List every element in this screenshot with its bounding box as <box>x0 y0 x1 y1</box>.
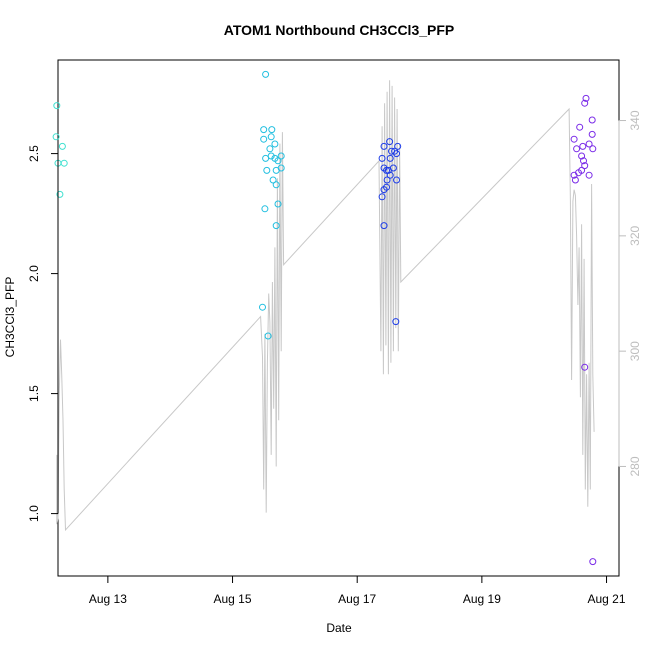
data-point-series-3 <box>386 154 394 162</box>
data-point-series-4 <box>589 558 597 566</box>
data-point-series-4 <box>588 130 596 138</box>
data-point-series-4 <box>570 171 578 179</box>
data-point-series-2 <box>260 135 268 143</box>
data-point-series-2 <box>261 205 269 213</box>
data-point-series-4 <box>570 135 578 143</box>
data-point-series-4 <box>576 123 584 131</box>
secondary-series-layer <box>56 80 595 532</box>
data-point-series-3 <box>380 142 388 150</box>
y-axis-label: CH3CCl3_PFP <box>3 277 17 358</box>
data-point-series-2 <box>267 133 275 141</box>
data-point-series-2 <box>262 154 270 162</box>
y-tick-label: 1.5 <box>27 385 41 402</box>
data-point-series-2 <box>277 164 285 172</box>
y-right-tick-label: 320 <box>628 225 642 245</box>
secondary-series-line <box>56 80 595 532</box>
y-right-tick-label: 340 <box>628 110 642 130</box>
data-point-series-2 <box>272 222 280 230</box>
y-axis-right: 280 300 320 340 <box>618 110 642 477</box>
y-axis: 1.0 1.5 2.0 2.5 <box>27 145 59 522</box>
data-point-series-4 <box>581 99 589 107</box>
data-point-series-3 <box>380 186 388 194</box>
x-axis: Aug 13 Aug 15 Aug 17 Aug 19 Aug 21 <box>89 575 626 606</box>
data-point-series-3 <box>383 166 390 174</box>
data-point-series-2 <box>268 126 276 134</box>
data-point-series-2 <box>271 140 279 148</box>
data-point-series-2 <box>267 152 275 160</box>
data-point-series-4 <box>571 176 579 184</box>
data-point-series-2 <box>260 126 268 134</box>
data-point-series-3 <box>392 318 400 326</box>
data-point-series-2 <box>274 157 282 165</box>
data-point-series-2 <box>277 152 285 160</box>
data-point-series-3 <box>386 171 394 179</box>
data-point-series-2 <box>262 70 270 78</box>
y-tick-label: 2.0 <box>27 265 41 282</box>
data-point-series-1 <box>56 190 64 198</box>
x-tick-label: Aug 13 <box>89 592 127 606</box>
data-point-series-3 <box>378 193 386 201</box>
data-point-series-4 <box>578 152 586 160</box>
data-point-series-4 <box>588 116 596 124</box>
data-point-series-3 <box>383 176 391 184</box>
chart-title: ATOM1 Northbound CH3CCl3_PFP <box>224 22 455 38</box>
data-point-series-2 <box>274 200 282 208</box>
data-point-series-3 <box>378 154 386 162</box>
y-tick-label: 1.0 <box>27 505 41 522</box>
data-point-series-4 <box>579 142 587 150</box>
data-point-series-3 <box>389 164 397 172</box>
data-point-series-1 <box>53 102 61 110</box>
data-point-series-2 <box>259 303 266 311</box>
y-tick-label: 2.5 <box>27 145 41 162</box>
data-point-series-3 <box>393 150 400 158</box>
x-tick-label: Aug 19 <box>463 592 501 606</box>
data-point-series-3 <box>386 138 394 146</box>
data-point-series-4 <box>589 145 597 153</box>
data-point-series-2 <box>263 166 271 174</box>
data-point-series-2 <box>269 176 277 184</box>
x-tick-label: Aug 21 <box>588 592 626 606</box>
data-point-series-3 <box>380 222 388 230</box>
data-point-series-4 <box>582 94 590 102</box>
data-point-series-1 <box>60 159 68 167</box>
data-point-series-3 <box>394 142 402 150</box>
data-point-series-4 <box>581 363 589 371</box>
data-point-series-4 <box>585 140 593 148</box>
data-point-series-2 <box>264 332 272 340</box>
data-point-series-2 <box>266 145 274 153</box>
y-right-tick-label: 280 <box>628 456 642 476</box>
data-point-series-2 <box>272 181 280 189</box>
data-point-series-4 <box>581 162 589 170</box>
x-tick-label: Aug 17 <box>338 592 376 606</box>
data-point-series-1 <box>52 133 60 141</box>
data-point-series-4 <box>585 171 593 179</box>
x-axis-label: Date <box>326 621 352 635</box>
x-tick-label: Aug 15 <box>214 592 252 606</box>
data-point-series-4 <box>573 145 581 153</box>
data-point-series-3 <box>393 176 400 184</box>
data-point-series-1 <box>58 142 66 150</box>
data-point-series-4 <box>580 157 587 165</box>
y-right-tick-label: 300 <box>628 341 642 361</box>
data-points-layer <box>52 70 597 566</box>
